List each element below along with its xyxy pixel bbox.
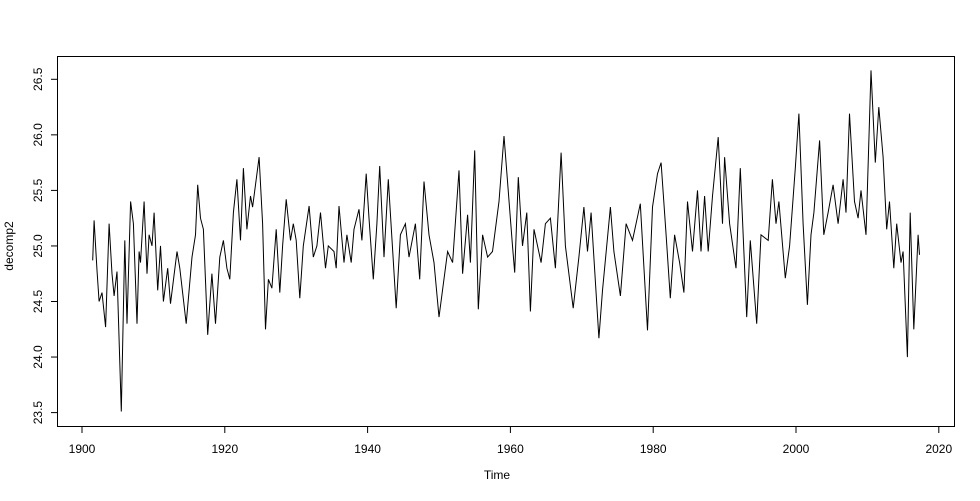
plot-frame [57,56,955,427]
y-axis: 23.5 24.0 24.5 25.0 25.5 26.0 26.5 [31,67,58,424]
y-tick-label: 24.5 [31,289,45,313]
x-tick-label: 1940 [354,442,381,456]
x-axis: 1900 1920 1940 1960 1980 2000 2020 [69,426,952,456]
y-tick-label: 26.5 [31,67,45,91]
y-tick-label: 26.0 [31,123,45,147]
y-tick-label: 24.0 [31,345,45,369]
y-axis-label: decomp2 [2,221,16,271]
y-tick-label: 25.5 [31,178,45,202]
y-tick-label: 25.0 [31,234,45,258]
x-tick-label: 2020 [925,442,952,456]
x-tick-label: 1900 [69,442,96,456]
x-axis-label: Time [484,468,511,482]
x-tick-label: 1980 [640,442,667,456]
x-tick-label: 1960 [497,442,524,456]
x-tick-label: 1920 [211,442,238,456]
x-tick-label: 2000 [783,442,810,456]
y-tick-label: 23.5 [31,401,45,425]
series-line [92,70,920,412]
